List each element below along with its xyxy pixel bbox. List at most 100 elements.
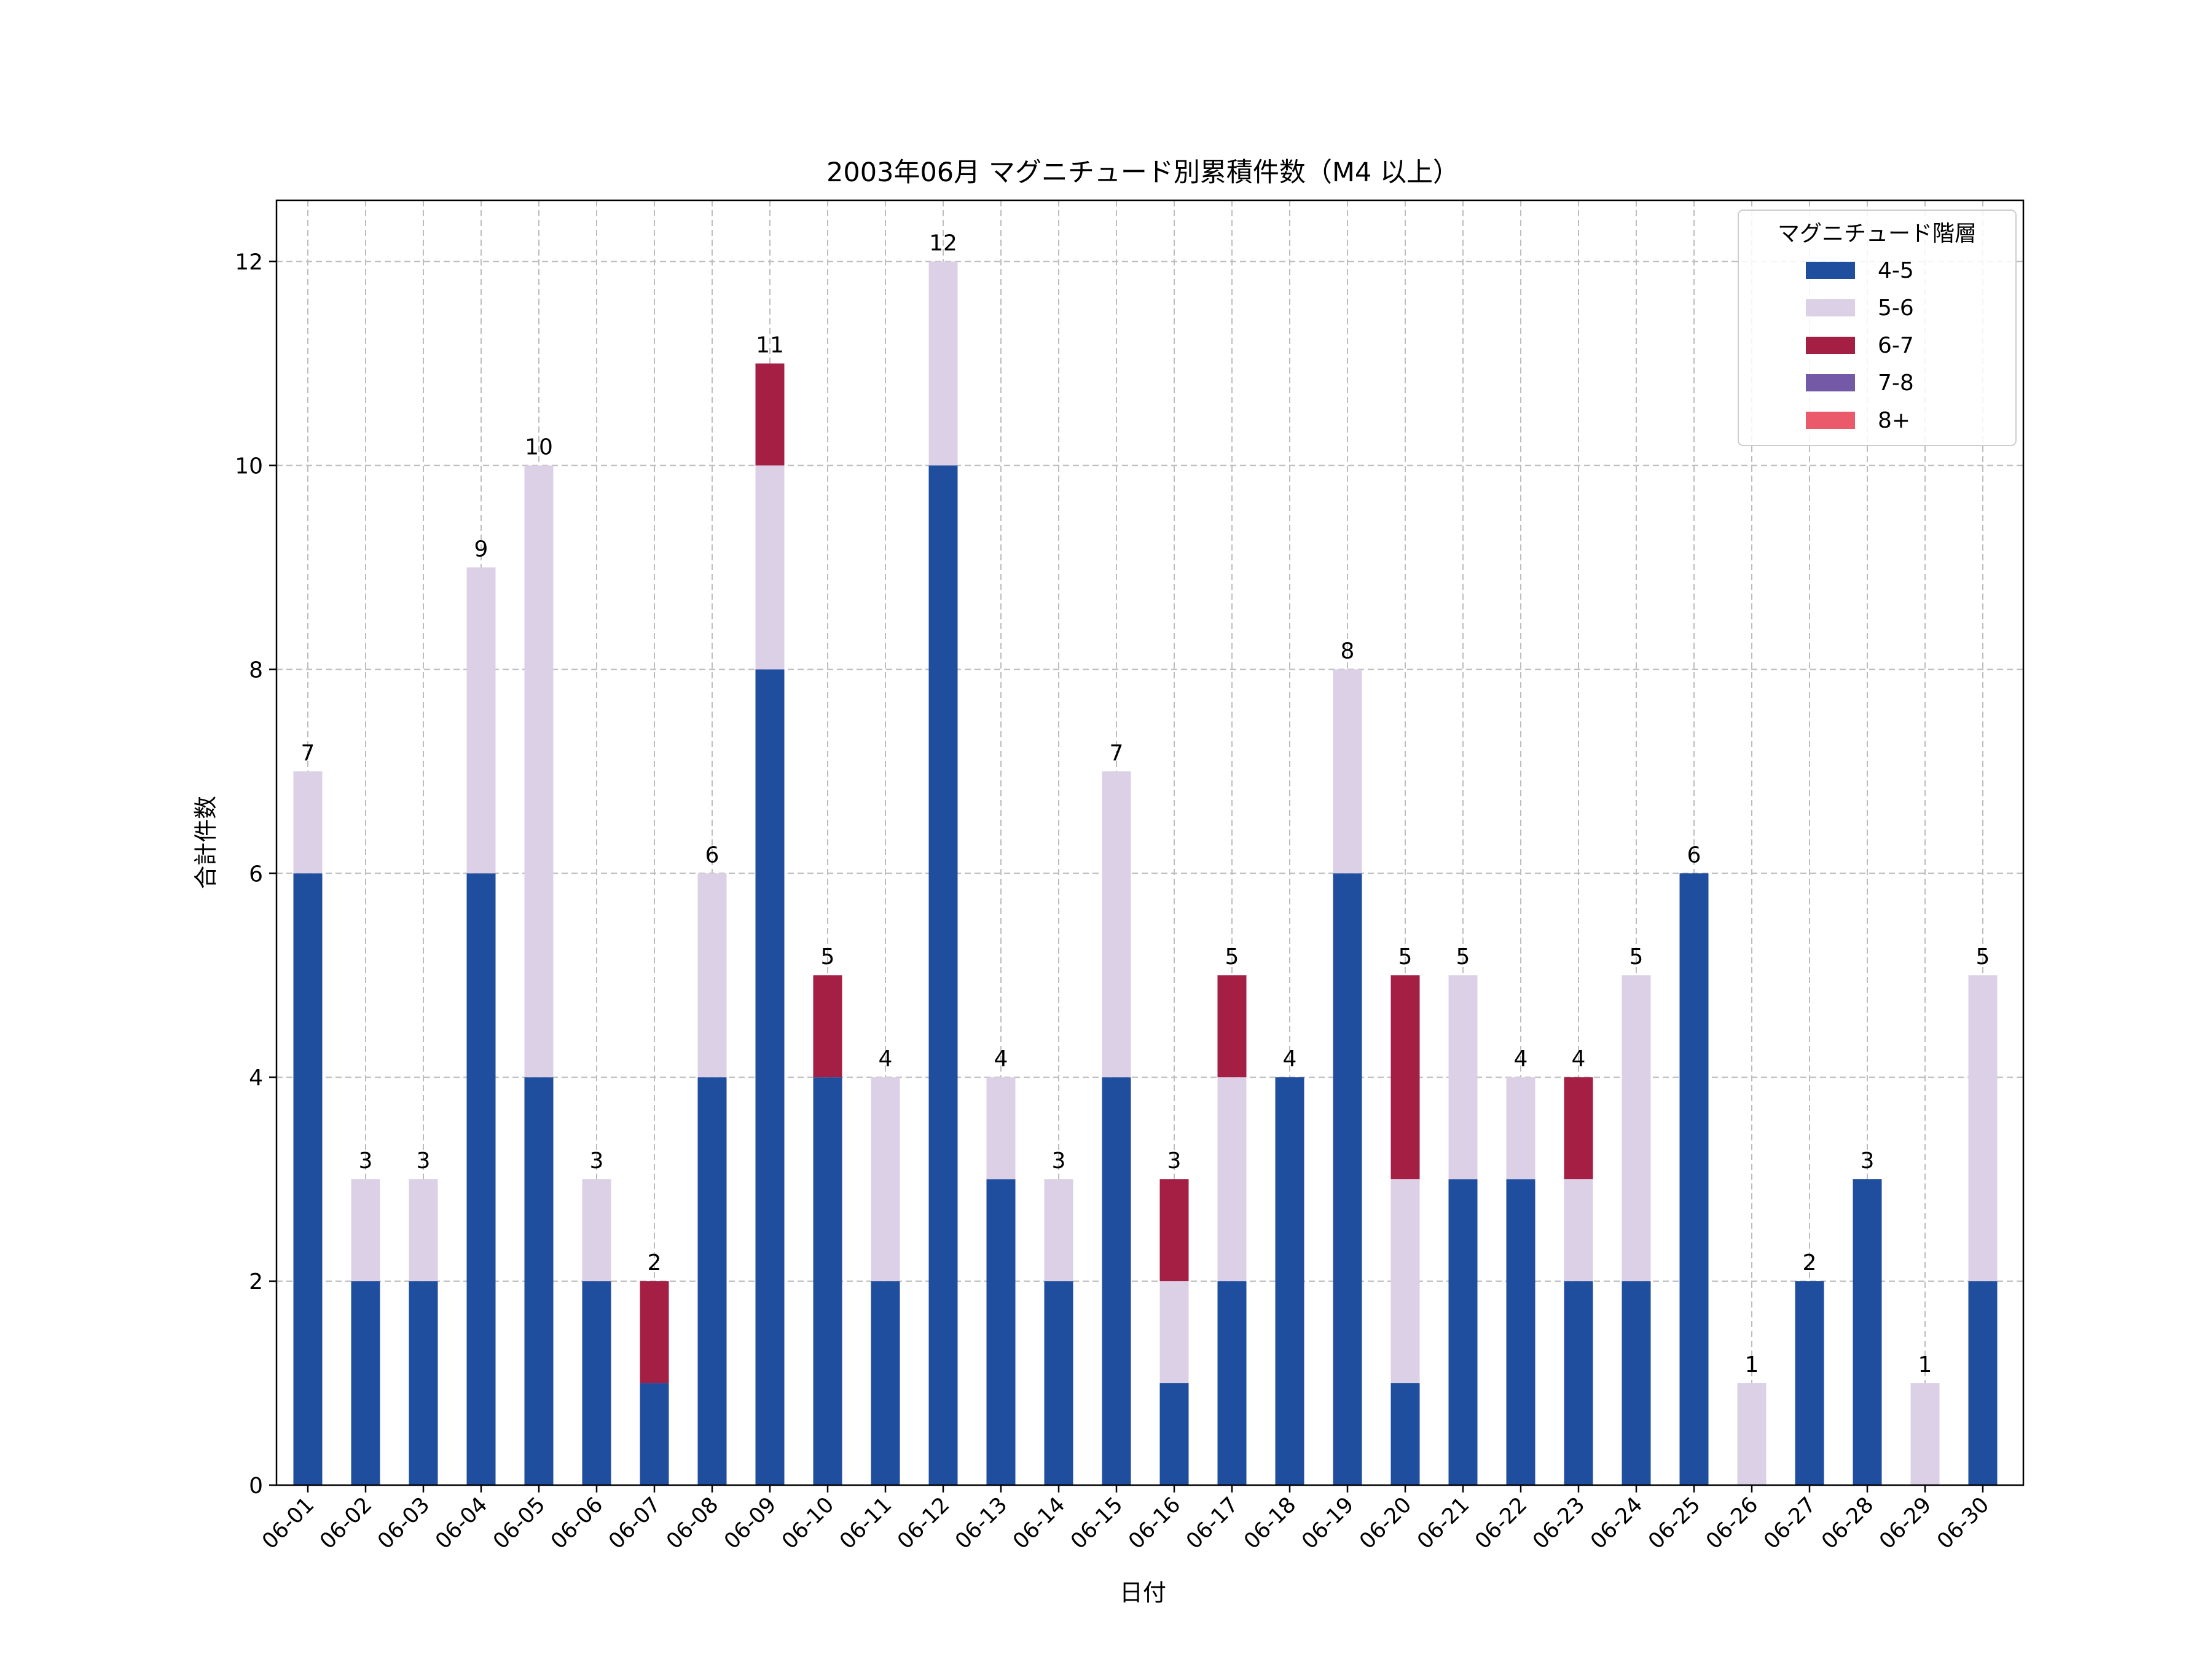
bar-segment-6-7	[1390, 975, 1420, 1180]
total-label: 8	[1341, 638, 1355, 664]
x-tick-label: 06-07	[604, 1492, 665, 1554]
bar-segment-6-7	[813, 975, 842, 1078]
bar-segment-4-5	[1853, 1179, 1882, 1485]
bar-segment-4-5	[1159, 1383, 1189, 1485]
bar-segment-5-6	[1622, 975, 1651, 1282]
bar-segment-4-5	[1448, 1179, 1478, 1485]
total-label: 3	[417, 1148, 431, 1174]
x-tick-label: 06-24	[1586, 1492, 1647, 1554]
bar-segment-5-6	[697, 873, 727, 1078]
x-tick-label: 06-13	[951, 1492, 1012, 1554]
bar-segment-5-6	[351, 1179, 380, 1282]
bar-segment-5-6	[1968, 975, 1998, 1282]
x-tick-label: 06-06	[546, 1492, 608, 1554]
y-axis-label: 合計件数	[192, 796, 219, 889]
x-tick-label: 06-27	[1759, 1492, 1821, 1554]
x-tick-label: 06-04	[431, 1492, 492, 1554]
legend-swatch-7-8	[1806, 374, 1855, 391]
bar-segment-5-6	[1044, 1179, 1073, 1282]
x-tick-label: 06-15	[1066, 1492, 1128, 1554]
x-axis-label: 日付	[1120, 1579, 1166, 1606]
x-tick-label: 06-19	[1297, 1492, 1359, 1554]
x-tick-label: 06-18	[1239, 1492, 1301, 1554]
bar-segment-4-5	[524, 1077, 554, 1485]
bar-segment-5-6	[293, 771, 323, 874]
bar-segment-4-5	[1102, 1077, 1131, 1485]
legend-label: 6-7	[1878, 333, 1914, 358]
bar-segment-5-6	[928, 261, 958, 466]
bar-segment-4-5	[1275, 1077, 1304, 1485]
x-tick-label: 06-20	[1355, 1492, 1416, 1554]
total-label: 3	[590, 1148, 604, 1174]
x-tick-label: 06-10	[777, 1492, 839, 1554]
bar-segment-5-6	[1910, 1383, 1940, 1485]
bar-segment-4-5	[466, 873, 496, 1485]
bar-segment-5-6	[1506, 1077, 1535, 1180]
total-label: 4	[1283, 1046, 1297, 1072]
total-label: 4	[879, 1046, 893, 1072]
total-label: 6	[1687, 842, 1701, 868]
bar-segment-5-6	[524, 465, 554, 1078]
bar-segment-4-5	[1622, 1281, 1651, 1485]
bar-segment-4-5	[351, 1281, 380, 1485]
total-label: 4	[1514, 1046, 1528, 1072]
y-axis: 0 2 4 6 8 10 12	[235, 250, 276, 1499]
x-tick-label: 06-22	[1470, 1492, 1532, 1554]
y-tick-label: 8	[249, 657, 263, 683]
bar-segment-5-6	[986, 1077, 1016, 1180]
bar-segment-5-6	[1390, 1179, 1420, 1384]
total-label: 6	[705, 842, 720, 868]
legend-title: マグニチュード階層	[1778, 221, 1977, 246]
bar-segment-5-6	[1102, 771, 1131, 1078]
total-label: 10	[525, 434, 553, 460]
bar-segment-5-6	[409, 1179, 438, 1282]
x-tick-label: 06-25	[1644, 1492, 1705, 1554]
total-label: 4	[1572, 1046, 1586, 1072]
bar-segment-4-5	[1390, 1383, 1420, 1485]
bar-segment-5-6	[1448, 975, 1478, 1180]
bar-segment-5-6	[582, 1179, 611, 1282]
bar-segment-4-5	[1795, 1281, 1824, 1485]
total-label: 9	[474, 536, 488, 562]
bar-segment-4-5	[1217, 1281, 1247, 1485]
y-tick-label: 0	[249, 1473, 263, 1499]
bar-segment-6-7	[1159, 1179, 1189, 1282]
y-tick-label: 6	[249, 861, 263, 887]
bar-segment-5-6	[1564, 1179, 1593, 1282]
bar-segment-5-6	[1217, 1077, 1247, 1282]
bar-segment-4-5	[640, 1383, 669, 1485]
bar-segment-4-5	[409, 1281, 438, 1485]
total-label: 7	[1110, 740, 1124, 766]
total-label: 12	[929, 231, 957, 256]
x-tick-label: 06-17	[1182, 1492, 1243, 1554]
x-tick-label: 06-12	[893, 1492, 954, 1554]
total-label: 2	[1803, 1250, 1817, 1276]
bar-segment-4-5	[1564, 1281, 1593, 1485]
bar-segment-4-5	[871, 1281, 900, 1485]
bar-segment-4-5	[293, 873, 323, 1485]
bar-segment-4-5	[1333, 873, 1362, 1485]
total-label: 5	[821, 944, 835, 970]
total-label: 11	[756, 333, 784, 358]
plot-frame	[275, 199, 2025, 1486]
x-tick-label: 06-05	[488, 1492, 550, 1554]
bar-segment-4-5	[1506, 1179, 1535, 1485]
legend-swatch-5-6	[1806, 299, 1855, 316]
x-tick-label: 06-01	[257, 1492, 319, 1554]
bar-segment-5-6	[1159, 1281, 1189, 1384]
bar-segment-4-5	[1679, 873, 1709, 1485]
total-label: 1	[1745, 1352, 1759, 1378]
bar-segment-5-6	[871, 1077, 900, 1282]
bar-segment-4-5	[697, 1077, 727, 1485]
x-tick-label: 06-23	[1528, 1492, 1590, 1554]
bar-segment-6-7	[1564, 1077, 1593, 1180]
x-tick-label: 06-09	[720, 1492, 781, 1554]
legend-swatch-8+	[1806, 412, 1855, 429]
legend-swatch-6-7	[1806, 337, 1855, 354]
total-label: 5	[1976, 944, 1990, 970]
bar-segment-5-6	[466, 567, 496, 874]
x-tick-label: 06-28	[1817, 1492, 1878, 1554]
total-label: 1	[1918, 1352, 1932, 1378]
